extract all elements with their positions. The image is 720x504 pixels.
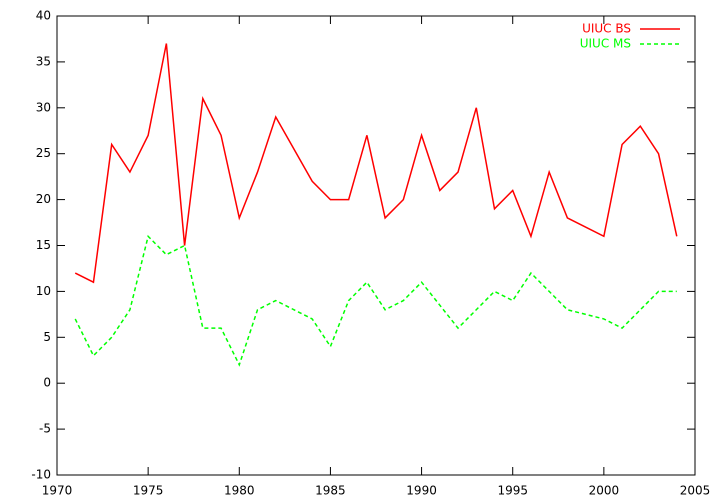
x-tick-label: 1990 bbox=[406, 484, 437, 498]
x-tick-label: 2000 bbox=[589, 484, 620, 498]
x-tick-label: 1970 bbox=[42, 484, 73, 498]
y-tick-label: 15 bbox=[36, 238, 51, 252]
y-tick-label: 40 bbox=[36, 9, 51, 23]
plot-frame bbox=[56, 15, 696, 476]
y-tick-label: -10 bbox=[31, 468, 51, 482]
y-tick-label: 10 bbox=[36, 284, 51, 298]
series-line bbox=[74, 43, 678, 284]
x-tick-label: 1980 bbox=[224, 484, 255, 498]
x-tick-label: 1985 bbox=[315, 484, 346, 498]
legend-label: UIUC BS bbox=[582, 22, 631, 36]
series-line bbox=[74, 234, 677, 367]
y-tick-label: 25 bbox=[36, 146, 51, 160]
y-tick-label: -5 bbox=[39, 422, 51, 436]
y-tick-label: 30 bbox=[36, 100, 51, 114]
x-tick-label: 1975 bbox=[133, 484, 164, 498]
y-tick-label: 5 bbox=[43, 330, 51, 344]
x-tick-label: 1995 bbox=[497, 484, 528, 498]
x-tick-label: 2005 bbox=[680, 484, 711, 498]
y-tick-label: 20 bbox=[36, 192, 51, 206]
y-tick-label: 35 bbox=[36, 54, 51, 68]
legend-label: UIUC MS bbox=[580, 37, 631, 51]
y-tick-label: 0 bbox=[43, 376, 51, 390]
